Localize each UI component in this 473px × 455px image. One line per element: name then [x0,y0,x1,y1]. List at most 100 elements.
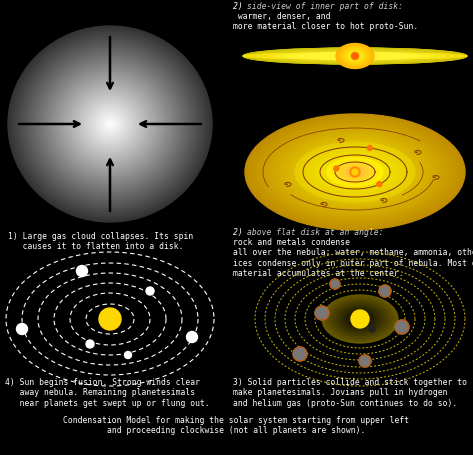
Ellipse shape [289,138,421,207]
Ellipse shape [265,51,445,63]
Ellipse shape [25,43,195,206]
Circle shape [395,320,409,334]
Ellipse shape [338,46,372,68]
Ellipse shape [344,167,366,178]
Text: 3) Solid particles collide and stick together to
make planetesimals. Jovians pul: 3) Solid particles collide and stick tog… [233,377,467,407]
Ellipse shape [311,150,399,196]
Ellipse shape [311,151,399,195]
Ellipse shape [293,54,417,60]
Ellipse shape [317,153,393,192]
Ellipse shape [358,318,362,320]
Ellipse shape [351,171,359,174]
Ellipse shape [108,123,112,126]
Ellipse shape [336,163,374,182]
Ellipse shape [28,46,192,203]
Ellipse shape [340,47,370,67]
Circle shape [367,146,372,151]
Ellipse shape [259,122,451,223]
Ellipse shape [342,49,368,65]
Circle shape [146,288,154,295]
Ellipse shape [251,249,469,389]
Ellipse shape [350,313,369,325]
Ellipse shape [349,170,361,176]
Ellipse shape [22,40,198,209]
Ellipse shape [98,113,122,136]
Ellipse shape [325,157,385,187]
Ellipse shape [276,52,434,61]
Circle shape [315,306,329,320]
Ellipse shape [278,52,432,61]
Ellipse shape [354,56,356,57]
Ellipse shape [258,54,452,60]
Ellipse shape [280,54,429,60]
Ellipse shape [245,115,465,231]
Ellipse shape [340,165,370,180]
Ellipse shape [260,51,450,63]
Ellipse shape [341,47,369,66]
Ellipse shape [282,53,428,61]
Circle shape [17,324,27,335]
Ellipse shape [353,172,357,174]
Ellipse shape [349,169,361,176]
Ellipse shape [270,128,440,217]
Ellipse shape [267,126,443,219]
Ellipse shape [288,137,422,208]
Ellipse shape [345,310,375,329]
Ellipse shape [20,38,200,211]
Ellipse shape [269,54,441,60]
Ellipse shape [54,71,166,178]
Ellipse shape [309,149,401,197]
Ellipse shape [286,54,424,60]
Ellipse shape [249,50,461,64]
Ellipse shape [323,157,387,188]
Ellipse shape [341,307,379,331]
Ellipse shape [245,49,465,65]
Ellipse shape [307,149,403,197]
Ellipse shape [297,54,413,60]
Circle shape [351,310,369,328]
Ellipse shape [333,161,377,184]
Ellipse shape [319,154,391,192]
Ellipse shape [343,50,367,64]
Text: rock and metals condense
all over the nebula; water, methane, ammonia, other
ice: rock and metals condense all over the ne… [233,238,473,278]
Ellipse shape [273,130,437,216]
Ellipse shape [336,163,374,182]
Ellipse shape [13,32,207,217]
Ellipse shape [307,147,404,198]
Ellipse shape [303,145,407,200]
Ellipse shape [248,116,462,229]
Circle shape [99,308,121,330]
Ellipse shape [324,297,396,342]
Ellipse shape [292,54,419,60]
Ellipse shape [320,154,390,191]
Ellipse shape [332,160,378,185]
Ellipse shape [283,135,427,211]
Ellipse shape [246,49,464,65]
Ellipse shape [295,54,415,60]
Circle shape [86,340,94,348]
Ellipse shape [327,158,383,187]
Ellipse shape [79,96,140,154]
Ellipse shape [103,118,117,131]
Ellipse shape [74,91,146,159]
Ellipse shape [329,160,381,186]
Ellipse shape [319,155,391,191]
Ellipse shape [260,54,450,60]
Ellipse shape [253,119,457,226]
Ellipse shape [289,54,421,60]
Ellipse shape [255,50,455,64]
Circle shape [77,266,88,277]
Ellipse shape [44,61,176,188]
Ellipse shape [248,50,462,64]
Ellipse shape [81,97,139,152]
Ellipse shape [313,150,397,195]
Ellipse shape [267,54,443,60]
Ellipse shape [304,55,406,59]
Ellipse shape [254,120,455,226]
Ellipse shape [266,51,444,62]
Ellipse shape [352,55,358,59]
Ellipse shape [100,115,120,135]
Ellipse shape [284,53,426,61]
Ellipse shape [348,169,362,177]
Ellipse shape [91,107,129,143]
